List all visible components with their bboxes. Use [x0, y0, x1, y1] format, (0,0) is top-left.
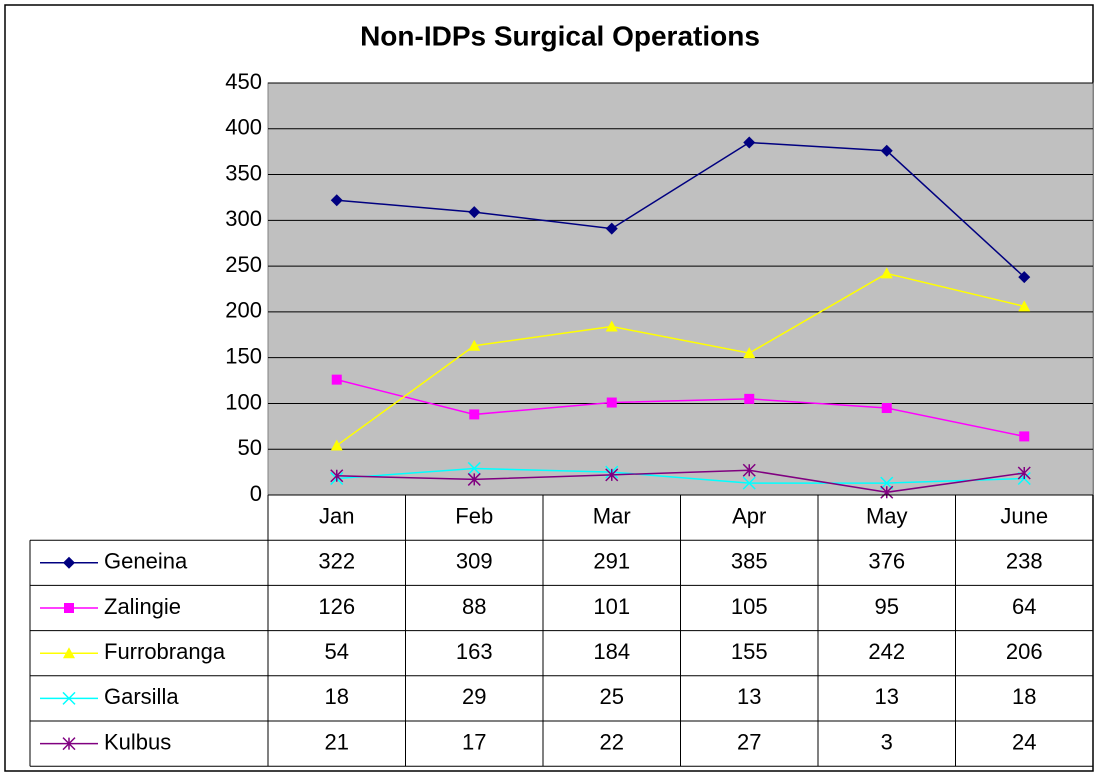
table-value: 25 — [600, 684, 624, 709]
table-value: 126 — [318, 594, 355, 619]
y-tick-label: 300 — [225, 206, 262, 231]
series-line — [336, 469, 1025, 494]
y-tick-label: 200 — [225, 298, 262, 323]
marker — [469, 409, 480, 420]
marker — [743, 347, 756, 359]
table-value: 13 — [737, 684, 761, 709]
marker — [1018, 300, 1031, 312]
y-tick-label: 100 — [225, 389, 262, 414]
table-value: 105 — [731, 594, 768, 619]
table-value: 95 — [875, 594, 899, 619]
marker — [605, 320, 618, 332]
y-tick-label: 400 — [225, 115, 262, 140]
marker — [880, 476, 894, 490]
marker — [330, 194, 343, 207]
legend-label: Garsilla — [104, 684, 179, 709]
y-tick-label: 0 — [250, 481, 262, 506]
marker — [743, 136, 756, 149]
table-value: 3 — [881, 729, 893, 754]
marker — [606, 397, 617, 408]
table-value: 13 — [875, 684, 899, 709]
plot-area — [267, 82, 1094, 496]
marker — [1019, 431, 1030, 442]
table-value: 155 — [731, 639, 768, 664]
table-value: 206 — [1006, 639, 1043, 664]
marker — [880, 267, 893, 279]
x-tick-label: May — [866, 503, 908, 528]
y-tick-label: 250 — [225, 252, 262, 277]
table-value: 322 — [318, 549, 355, 574]
legend-label: Kulbus — [104, 729, 171, 754]
table-value: 101 — [593, 594, 630, 619]
marker — [605, 468, 619, 482]
table-value: 17 — [462, 729, 486, 754]
series-line — [336, 378, 1025, 438]
table-value: 22 — [600, 729, 624, 754]
y-tick-label: 450 — [225, 69, 262, 94]
table-value: 291 — [593, 549, 630, 574]
legend-label: Furrobranga — [104, 639, 226, 664]
marker — [1018, 271, 1031, 284]
marker — [605, 222, 618, 235]
marker — [1017, 466, 1031, 480]
marker — [742, 463, 756, 477]
marker — [330, 439, 343, 451]
table-value: 242 — [868, 639, 905, 664]
series-line — [336, 141, 1025, 278]
x-tick-label: June — [1000, 503, 1048, 528]
series-line — [336, 467, 1025, 484]
marker — [880, 485, 894, 499]
table-value: 163 — [456, 639, 493, 664]
table-value: 88 — [462, 594, 486, 619]
marker — [744, 393, 755, 404]
legend-label: Zalingie — [104, 594, 181, 619]
table-value: 385 — [731, 549, 768, 574]
marker — [468, 339, 481, 351]
y-tick-label: 150 — [225, 343, 262, 368]
marker — [880, 144, 893, 157]
table-value: 18 — [1012, 684, 1036, 709]
table-value: 309 — [456, 549, 493, 574]
marker — [467, 461, 481, 475]
marker — [62, 737, 76, 751]
table-value: 184 — [593, 639, 630, 664]
table-value: 27 — [737, 729, 761, 754]
table-value: 18 — [325, 684, 349, 709]
table-value: 29 — [462, 684, 486, 709]
marker — [63, 647, 75, 659]
table-value: 238 — [1006, 549, 1043, 574]
table-value: 54 — [325, 639, 349, 664]
marker — [331, 374, 342, 385]
x-tick-label: Feb — [455, 503, 493, 528]
marker — [64, 603, 74, 613]
y-tick-label: 50 — [238, 435, 262, 460]
x-tick-label: Jan — [319, 503, 354, 528]
x-tick-label: Apr — [732, 503, 766, 528]
marker — [63, 556, 75, 569]
table-value: 21 — [325, 729, 349, 754]
marker — [468, 206, 481, 219]
marker — [742, 476, 756, 490]
marker — [62, 691, 76, 705]
legend-label: Geneina — [104, 549, 188, 574]
table-value: 376 — [868, 549, 905, 574]
marker — [467, 472, 481, 486]
y-tick-label: 350 — [225, 160, 262, 185]
chart-title: Non-IDPs Surgical Operations — [360, 20, 760, 51]
table-value: 24 — [1012, 729, 1036, 754]
x-tick-label: Mar — [593, 503, 631, 528]
table-value: 64 — [1012, 594, 1036, 619]
marker — [330, 469, 344, 483]
series-line — [336, 272, 1025, 447]
marker — [881, 403, 892, 414]
